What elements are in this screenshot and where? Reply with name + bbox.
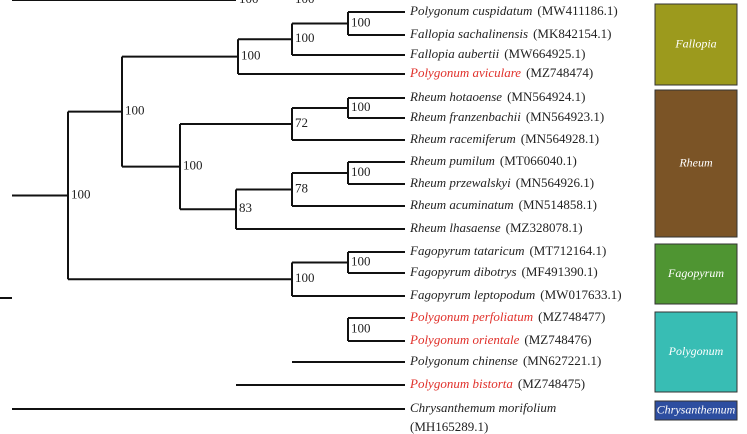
support-value: 100 <box>183 158 203 173</box>
taxon-label: Rheum lhasaense (MZ328078.1) <box>409 220 583 235</box>
support-value: 72 <box>295 115 308 130</box>
taxon-label: Polygonum cuspidatum (MW411186.1) <box>409 3 618 18</box>
support-value: 100 <box>351 253 371 268</box>
clade-box <box>654 243 738 305</box>
support-value: 100 <box>295 270 315 285</box>
taxon-label: Fagopyrum tataricum (MT712164.1) <box>409 243 606 258</box>
taxon-label: Chrysanthemum morifolium (MH165289.1) <box>410 400 556 434</box>
species-name: Chrysanthemum morifolium <box>410 400 556 415</box>
support-value: 100 <box>239 0 259 6</box>
taxon-label: Fagopyrum leptopodum (MW017633.1) <box>409 287 622 302</box>
support-value: 83 <box>239 200 252 215</box>
support-value: 100 <box>241 48 261 63</box>
accession: (MW017633.1) <box>540 287 621 302</box>
species-name: Rheum franzenbachii <box>409 109 521 124</box>
accession: (MZ748474) <box>526 65 593 80</box>
support-value: 78 <box>295 180 308 195</box>
support-value: 100 <box>351 99 371 114</box>
species-name: Fallopia sachalinensis <box>409 26 528 41</box>
taxon-label: Polygonum perfoliatum (MZ748477) <box>409 309 605 324</box>
species-name: Fagopyrum tataricum <box>409 243 524 258</box>
accession: (MH165289.1) <box>410 419 488 434</box>
taxon-label: Polygonum chinense (MN627221.1) <box>409 353 601 368</box>
taxon-label: Rheum hotaoense (MN564924.1) <box>409 89 585 104</box>
accession: (MZ748476) <box>524 332 591 347</box>
support-value: 100 <box>295 0 315 6</box>
species-name: Rheum acuminatum <box>409 197 514 212</box>
support-value: 100 <box>295 30 315 45</box>
taxon-label: Fagopyrum dibotrys (MF491390.1) <box>409 264 598 279</box>
accession: (MN627221.1) <box>523 353 601 368</box>
species-name: Fallopia aubertii <box>409 46 500 61</box>
accession: (MK842154.1) <box>533 26 611 41</box>
taxon-label: Fallopia aubertii (MW664925.1) <box>409 46 585 61</box>
clade-label: Polygonum <box>668 344 724 358</box>
species-name: Fagopyrum dibotrys <box>409 264 517 279</box>
accession: (MZ748477) <box>538 309 605 324</box>
taxon-label: Rheum racemiferum (MN564928.1) <box>409 131 599 146</box>
species-name: Fagopyrum leptopodum <box>409 287 535 302</box>
taxon-label: Rheum pumilum (MT066040.1) <box>409 153 577 168</box>
clade-box <box>654 89 738 238</box>
taxon-label: Polygonum bistorta (MZ748475) <box>409 376 585 391</box>
species-name: Polygonum perfoliatum <box>409 309 533 324</box>
accession: (MN564923.1) <box>526 109 604 124</box>
accession: (MN564924.1) <box>507 89 585 104</box>
accession: (MZ328078.1) <box>506 220 583 235</box>
species-name: Rheum lhasaense <box>409 220 501 235</box>
species-name: Polygonum chinense <box>409 353 518 368</box>
species-name: Polygonum orientale <box>409 332 520 347</box>
clade-box <box>654 400 738 421</box>
accession: (MW411186.1) <box>537 3 617 18</box>
accession: (MT712164.1) <box>529 243 606 258</box>
clade-label: Fallopia <box>674 36 716 50</box>
accession: (MF491390.1) <box>522 264 598 279</box>
accession: (MZ748475) <box>518 376 585 391</box>
species-name: Rheum racemiferum <box>409 131 516 146</box>
support-value: 100 <box>71 186 91 201</box>
taxon-label: Rheum acuminatum (MN514858.1) <box>409 197 597 212</box>
accession: (MN564926.1) <box>516 175 594 190</box>
support-value: 100 <box>351 164 371 179</box>
species-name: Polygonum aviculare <box>409 65 521 80</box>
species-name: Rheum hotaoense <box>409 89 502 104</box>
taxon-label: Polygonum orientale (MZ748476) <box>409 332 592 347</box>
clade-label: Rheum <box>678 155 713 169</box>
clade-box <box>654 3 738 86</box>
taxon-label: Rheum franzenbachii (MN564923.1) <box>409 109 604 124</box>
accession: (MN564928.1) <box>521 131 599 146</box>
support-value: 100 <box>125 103 145 118</box>
species-name: Rheum przewalskyi <box>409 175 511 190</box>
taxon-label: Rheum przewalskyi (MN564926.1) <box>409 175 594 190</box>
clade-label: Chrysanthemum <box>657 402 736 416</box>
species-name: Rheum pumilum <box>409 153 495 168</box>
species-name: Polygonum cuspidatum <box>409 3 532 18</box>
taxon-label: Polygonum aviculare (MZ748474) <box>409 65 593 80</box>
clade-box <box>654 311 738 393</box>
clade-label: Fagopyrum <box>667 266 724 280</box>
species-name: Polygonum bistorta <box>409 376 513 391</box>
taxon-label: Fallopia sachalinensis (MK842154.1) <box>409 26 611 41</box>
support-value: 100 <box>351 320 371 335</box>
accession: (MT066040.1) <box>500 153 577 168</box>
accession: (MN514858.1) <box>519 197 597 212</box>
accession: (MW664925.1) <box>504 46 585 61</box>
support-value: 100 <box>351 14 371 29</box>
